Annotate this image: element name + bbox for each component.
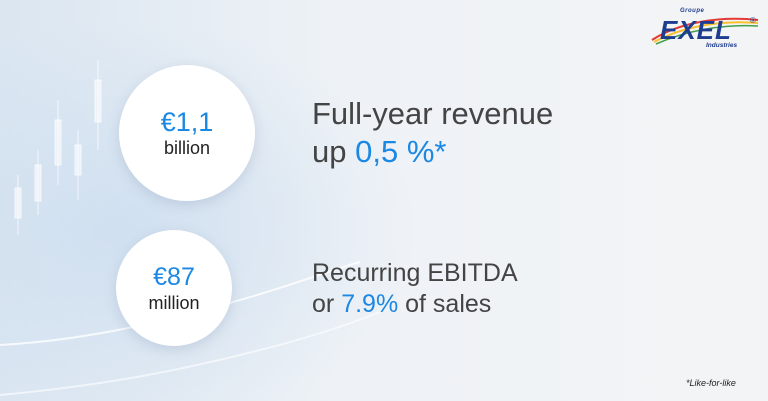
ebitda-headline-line2: or 7.9% of sales: [312, 289, 518, 320]
revenue-unit: billion: [163, 138, 211, 158]
ebitda-amount: €87: [153, 263, 195, 291]
revenue-amount: €1,1: [160, 107, 214, 137]
ebitda-line2-suffix: of sales: [398, 290, 492, 318]
revenue-circle: €1,1 billion: [119, 65, 255, 201]
logo-registered-mark: ®: [750, 16, 756, 25]
ebitda-unit: million: [148, 293, 200, 313]
ebitda-circle: €87 million: [116, 230, 232, 346]
revenue-growth-value: 0,5 %*: [355, 134, 447, 169]
ebitda-headline: Recurring EBITDA or 7.9% of sales: [312, 258, 518, 320]
revenue-headline-line2: up 0,5 %*: [312, 133, 553, 171]
revenue-line2-prefix: up: [312, 134, 356, 169]
footnote: *Like-for-like: [686, 378, 736, 388]
logo-brand-text: EXEL: [660, 15, 732, 45]
logo-industries-text: Industries: [706, 42, 738, 49]
revenue-headline: Full-year revenue up 0,5 %*: [312, 95, 553, 171]
revenue-headline-line1: Full-year revenue: [312, 96, 554, 131]
logo-swoosh-icon: [651, 17, 759, 45]
exel-industries-logo: Groupe EXEL ® Industries: [650, 8, 760, 52]
ebitda-line2-prefix: or: [312, 290, 342, 318]
logo-groupe-text: Groupe: [680, 8, 705, 14]
ebitda-margin-value: 7.9%: [341, 290, 399, 318]
ebitda-headline-line1: Recurring EBITDA: [312, 259, 518, 287]
